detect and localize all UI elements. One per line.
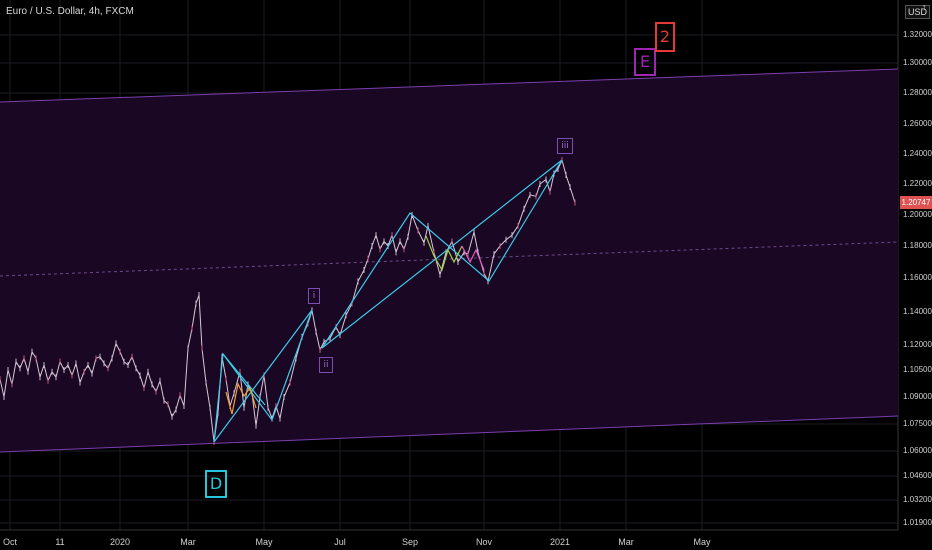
zigzag-2 [425, 235, 463, 272]
chart-title: Euro / U.S. Dollar, 4h, FXCM [6, 6, 134, 17]
wave-label-ii: ii [319, 357, 333, 373]
y-tick-label: 1.12000 [903, 340, 932, 349]
trendlines [213, 159, 563, 443]
x-tick-label: Jul [334, 537, 346, 547]
y-tick-label: 1.04600 [903, 471, 932, 480]
abc-pattern-2 [321, 159, 563, 349]
channel-upper-line [0, 68, 899, 103]
y-tick-label: 1.26000 [903, 119, 932, 128]
scale-arrow-icon[interactable]: ↑ [922, 2, 927, 12]
x-tick-label: Mar [180, 537, 196, 547]
x-tick-label: Oct [2, 537, 18, 547]
y-tick-label: 1.06000 [903, 446, 932, 455]
x-tick-label: 11 [55, 537, 65, 547]
abc-pattern-1 [213, 309, 313, 443]
y-tick-label: 1.22000 [903, 179, 932, 188]
wave-label-iii: iii [557, 138, 573, 154]
wave-label-E: E [634, 48, 656, 76]
x-tick-label: Sep [401, 537, 419, 547]
y-tick-label: 1.10500 [903, 365, 932, 374]
channel-lower-line [0, 415, 899, 453]
y-tick-label: 1.16000 [903, 273, 932, 282]
x-tick-label: 2020 [109, 537, 131, 547]
wave-label-2: 2 [655, 22, 675, 52]
trendline-main [213, 309, 313, 443]
y-tick-label: 1.30000 [903, 58, 932, 67]
y-tick-label: 1.07500 [903, 419, 932, 428]
price-channel [0, 69, 898, 452]
y-tick-label: 1.03200 [903, 495, 932, 504]
x-tick-label: 2021 [549, 537, 571, 547]
currency-label[interactable]: USD [905, 5, 931, 19]
wave-zigzag [225, 235, 485, 415]
zigzag-3 [461, 245, 485, 271]
y-tick-label: 1.28000 [903, 88, 932, 97]
y-tick-label: 1.14000 [903, 307, 932, 316]
x-tick-label: Mar [618, 537, 634, 547]
x-tick-label: Nov [475, 537, 493, 547]
trendline-upper [321, 159, 563, 349]
wave-label-i: i [308, 288, 320, 304]
y-tick-label: 1.32000 [903, 30, 932, 39]
y-tick-label: 1.01900 [903, 518, 932, 527]
x-tick-label: May [255, 537, 273, 547]
y-tick-label: 1.20000 [903, 210, 932, 219]
y-tick-label: 1.24000 [903, 149, 932, 158]
last-price-tag: 1.20747 [900, 196, 932, 209]
y-tick-label: 1.18000 [903, 241, 932, 250]
wave-label-D: D [205, 470, 227, 498]
trendline-xy [222, 353, 266, 406]
x-tick-label: May [693, 537, 711, 547]
zigzag-1 [225, 382, 257, 415]
y-tick-label: 1.09000 [903, 392, 932, 401]
